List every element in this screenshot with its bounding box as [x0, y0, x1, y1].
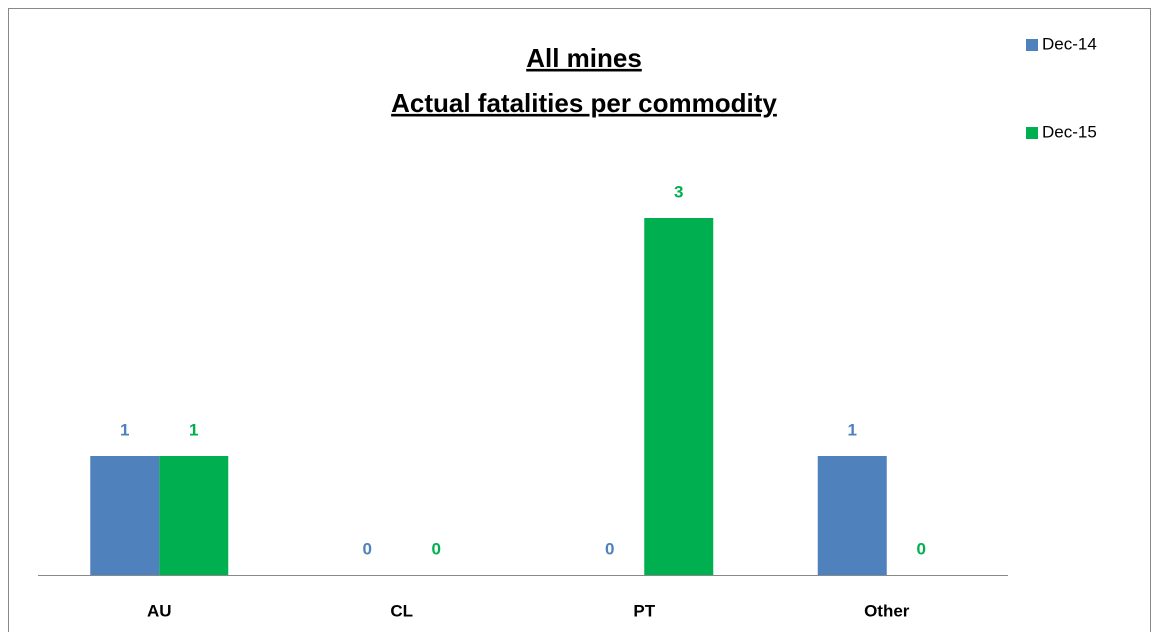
chart-subtitle: Actual fatalities per commodity — [391, 88, 777, 118]
legend-label: Dec-14 — [1042, 34, 1097, 53]
bar — [644, 218, 714, 575]
data-label: 1 — [189, 420, 198, 439]
legend-swatch — [1026, 127, 1038, 139]
bar — [817, 456, 887, 575]
x-tick-label: Other — [864, 601, 910, 620]
legend-label: Dec-15 — [1042, 122, 1097, 141]
data-label: 0 — [605, 539, 614, 558]
data-label: 1 — [848, 420, 857, 439]
x-tick-label: CL — [390, 601, 413, 620]
x-tick-label: AU — [147, 601, 172, 620]
data-label: 0 — [363, 539, 372, 558]
chart-title: All mines — [526, 43, 642, 73]
bar — [159, 456, 229, 575]
legend-swatch — [1026, 39, 1038, 51]
x-tick-label: PT — [633, 601, 655, 620]
data-label: 0 — [917, 539, 926, 558]
data-label: 0 — [432, 539, 441, 558]
bar — [90, 456, 160, 575]
data-label: 1 — [120, 420, 129, 439]
data-label: 3 — [674, 182, 683, 201]
